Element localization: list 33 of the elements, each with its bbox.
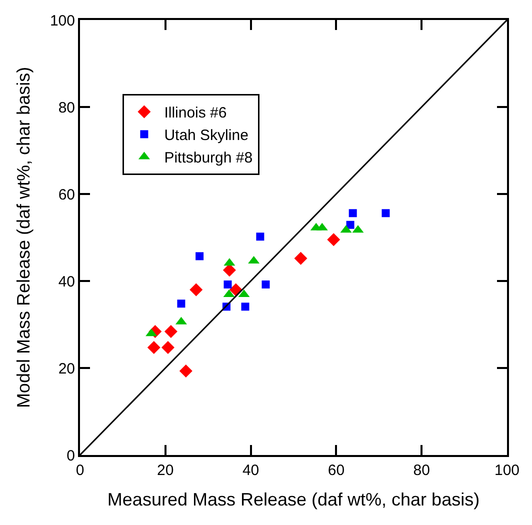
- point: [348, 209, 357, 218]
- x-tick-label: 80: [413, 462, 430, 479]
- point: [224, 280, 232, 288]
- y-axis-title: Model Mass Release (daf wt%, char basis): [14, 66, 34, 408]
- legend-label: Utah Skyline: [164, 127, 248, 144]
- point: [164, 324, 178, 338]
- y-tick-label: 60: [58, 186, 75, 204]
- y-tick-label: 80: [58, 99, 75, 116]
- y-tick-label: 20: [58, 360, 75, 378]
- point: [346, 220, 354, 229]
- point: [196, 252, 204, 260]
- x-tick-label: 100: [494, 462, 520, 479]
- point: [262, 280, 270, 288]
- legend-label: Illinois #6: [164, 104, 227, 122]
- point: [161, 341, 174, 354]
- x-tick-label: 60: [328, 462, 345, 479]
- point: [190, 283, 203, 296]
- point: [177, 300, 186, 308]
- point: [222, 264, 236, 277]
- y-tick-label: 0: [66, 447, 75, 464]
- point: [327, 233, 340, 246]
- y-tick-label: 100: [50, 12, 75, 30]
- x-tick-label: 40: [242, 462, 260, 479]
- point: [147, 341, 160, 354]
- y-tick-label: 40: [58, 273, 75, 290]
- point: [241, 302, 250, 311]
- point: [382, 209, 390, 218]
- x-axis-title: Measured Mass Release (daf wt%, char basis): [107, 490, 480, 510]
- point: [179, 364, 192, 378]
- legend-label: Pittsburgh #8: [164, 150, 253, 167]
- point: [256, 232, 264, 241]
- point: [294, 252, 308, 265]
- x-tick-label: 20: [157, 462, 174, 479]
